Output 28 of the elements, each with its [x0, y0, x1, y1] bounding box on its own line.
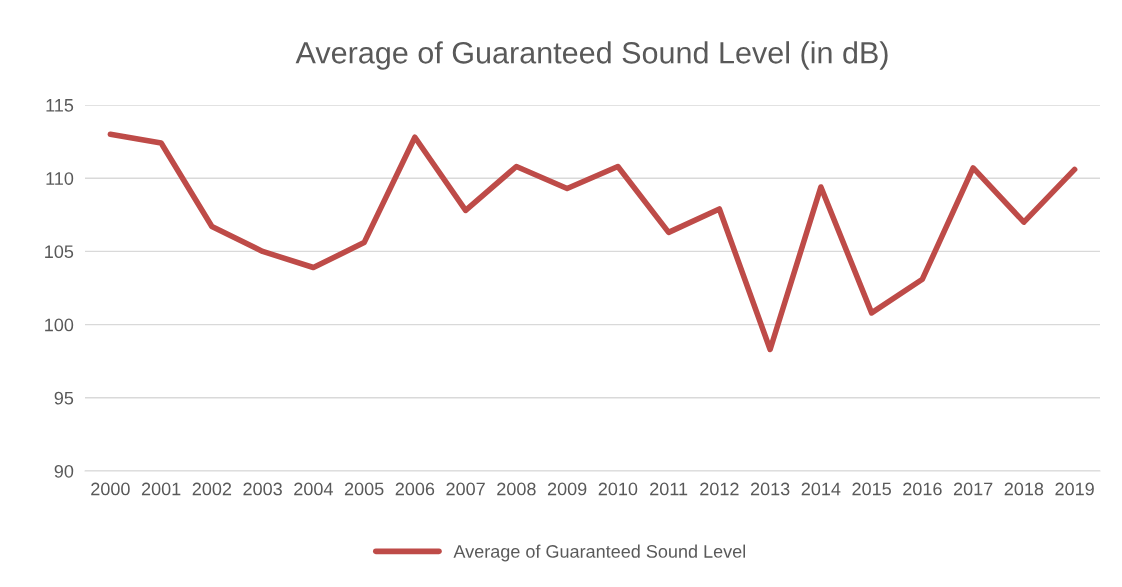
x-tick-label: 2000	[91, 482, 130, 496]
y-tick-label: 105	[45, 245, 74, 259]
y-tick-label: 110	[46, 172, 74, 185]
x-tick-label: 2019	[1055, 482, 1094, 496]
x-tick-label: 2010	[598, 482, 638, 496]
x-tick-label: 2011	[650, 482, 688, 496]
x-tick-label: 2005	[344, 482, 384, 496]
chart-title: Average of Guaranteed Sound Level (in dB)	[295, 41, 888, 70]
legend-label: Average of Guaranteed Sound Level	[453, 544, 746, 562]
x-tick-label: 2014	[801, 482, 841, 496]
x-tick-label: 2015	[852, 482, 891, 496]
x-tick-label: 2017	[953, 482, 993, 496]
x-tick-label: 2003	[243, 482, 282, 496]
x-tick-label: 2008	[497, 482, 536, 496]
y-tick-label: 90	[54, 464, 74, 478]
x-tick-label: 2013	[750, 482, 790, 496]
x-tick-label: 2002	[192, 482, 232, 496]
y-tick-label: 100	[45, 318, 74, 332]
x-tick-label: 2007	[446, 482, 485, 496]
y-tick-label: 95	[54, 391, 74, 405]
x-tick-label: 2006	[395, 482, 435, 496]
x-tick-label: 2001	[141, 482, 181, 496]
y-tick-label: 115	[46, 99, 74, 112]
x-tick-label: 2012	[700, 482, 739, 496]
x-tick-label: 2004	[294, 482, 333, 496]
x-tick-label: 2009	[547, 482, 587, 496]
x-tick-label: 2018	[1004, 482, 1044, 496]
x-tick-label: 2016	[903, 482, 942, 496]
